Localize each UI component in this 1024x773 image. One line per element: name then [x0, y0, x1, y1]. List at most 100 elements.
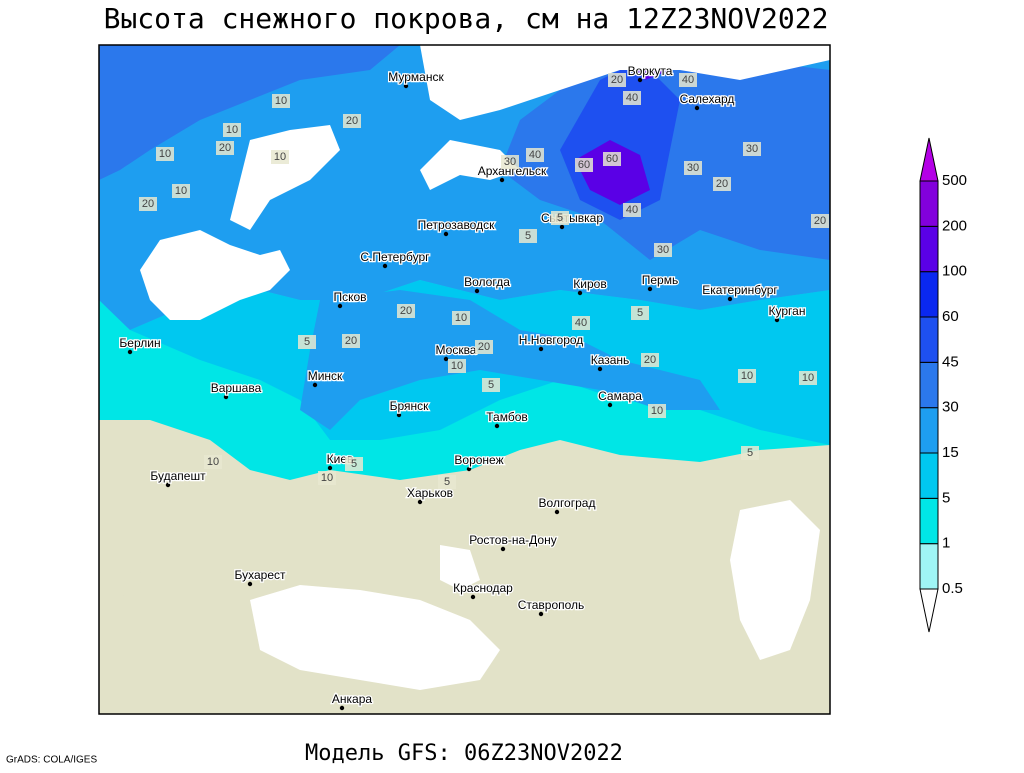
contour-label-bg — [623, 91, 641, 105]
contour-label: 20 — [611, 74, 623, 86]
city-label: Екатеринбург — [702, 283, 778, 297]
colorbar-label: 100 — [942, 263, 967, 280]
contour-label-bg — [156, 147, 174, 161]
contour-label-bg — [623, 203, 641, 217]
contour-label: 20 — [478, 341, 490, 353]
city-dot — [554, 509, 560, 515]
city-dot — [470, 594, 476, 600]
contour-label-bg — [204, 455, 222, 469]
colorbar-segment — [919, 407, 939, 454]
contour-label: 5 — [488, 379, 494, 391]
model-label: Модель GFS: 06Z23NOV2022 — [305, 741, 623, 766]
city-dot — [577, 290, 583, 296]
contour-label: 40 — [529, 149, 541, 161]
contour-label-bg — [139, 197, 157, 211]
city-label: Салехард — [680, 92, 735, 106]
colorbar-segment — [919, 316, 939, 363]
contour-label-bg — [648, 404, 666, 418]
contour-label: 60 — [578, 159, 590, 171]
city-label: Архангельск — [478, 164, 547, 178]
map-frame — [98, 44, 831, 715]
contour-label-bg — [475, 340, 493, 354]
contour-label-bg — [684, 161, 702, 175]
contour-label: 10 — [651, 405, 663, 417]
city-label: Варшава — [211, 381, 262, 395]
colorbar-label: 200 — [942, 217, 967, 234]
contour-label: 40 — [682, 74, 694, 86]
city-dot — [727, 296, 733, 302]
city-dot — [403, 83, 409, 89]
colorbar-label: 0.5 — [942, 580, 963, 597]
contour-label-bg — [298, 335, 316, 349]
contour-label: 60 — [606, 153, 618, 165]
city-dot — [396, 412, 402, 418]
city-dot — [694, 105, 700, 111]
city-label: Н.Новгород — [519, 333, 584, 347]
colorbar-label: 1 — [942, 535, 950, 552]
city-dot — [500, 546, 506, 552]
city-label: Воркута — [628, 64, 673, 78]
colorbar-segment — [919, 271, 939, 318]
contour-label: 20 — [716, 178, 728, 190]
contour-label: 10 — [802, 372, 814, 384]
city-label: Берлин — [119, 336, 160, 350]
contour-label: 10 — [207, 456, 219, 468]
contour-label-bg — [345, 457, 363, 471]
contour-label-bg — [551, 211, 569, 225]
colorbar-segment — [919, 543, 939, 590]
contour-label-bg — [526, 148, 544, 162]
contour-label-bg — [452, 311, 470, 325]
colorbar-segment — [919, 180, 939, 227]
city-label: Будапешт — [150, 469, 206, 483]
city-label: Казань — [591, 353, 630, 367]
contour-label: 10 — [159, 148, 171, 160]
city-dot — [538, 611, 544, 617]
city-label: Бухарест — [235, 568, 286, 582]
contour-label-bg — [679, 73, 697, 87]
contour-label-bg — [438, 475, 456, 489]
city-label: Петрозаводск — [418, 218, 495, 232]
colorbar-label: 30 — [942, 399, 959, 416]
city-label: Вологда — [464, 275, 510, 289]
city-dot — [337, 303, 343, 309]
city-label: Минск — [308, 369, 343, 383]
contour-label-bg — [172, 184, 190, 198]
city-dot — [774, 317, 780, 323]
contour-label: 10 — [275, 95, 287, 107]
city-label: С.Петербург — [360, 250, 430, 264]
city-dot — [559, 224, 565, 230]
contour-label-bg — [641, 353, 659, 367]
contour-label-bg — [501, 155, 519, 169]
contour-label: 5 — [637, 307, 643, 319]
contour-label: 5 — [444, 476, 450, 488]
city-dot — [494, 423, 500, 429]
contour-label: 40 — [575, 317, 587, 329]
contour-label: 10 — [175, 185, 187, 197]
city-dot — [607, 402, 613, 408]
colorbar-segment — [919, 225, 939, 273]
city-dot — [597, 366, 603, 372]
contour-label: 20 — [400, 305, 412, 317]
city-dot — [443, 231, 449, 237]
contour-label: 30 — [746, 143, 758, 155]
contour-label: 10 — [321, 472, 333, 484]
colorbar-low — [919, 588, 939, 633]
city-dot — [339, 705, 345, 711]
city-dot — [474, 288, 480, 294]
city-label: Воронеж — [454, 453, 503, 467]
contour-label-bg — [271, 150, 289, 164]
city-label: Волгоград — [539, 496, 596, 510]
contour-label-bg — [342, 334, 360, 348]
contour-label: 20 — [644, 354, 656, 366]
contour-label: 10 — [226, 124, 238, 136]
city-label: Пермь — [642, 273, 678, 287]
city-dot — [637, 77, 643, 83]
contour-label: 30 — [657, 244, 669, 256]
city-dot — [223, 394, 229, 400]
contour-label: 5 — [304, 336, 310, 348]
contour-label-bg — [713, 177, 731, 191]
contour-label: 20 — [346, 115, 358, 127]
contour-label-bg — [738, 369, 756, 383]
credit: GrADS: COLA/IGES — [6, 755, 97, 766]
